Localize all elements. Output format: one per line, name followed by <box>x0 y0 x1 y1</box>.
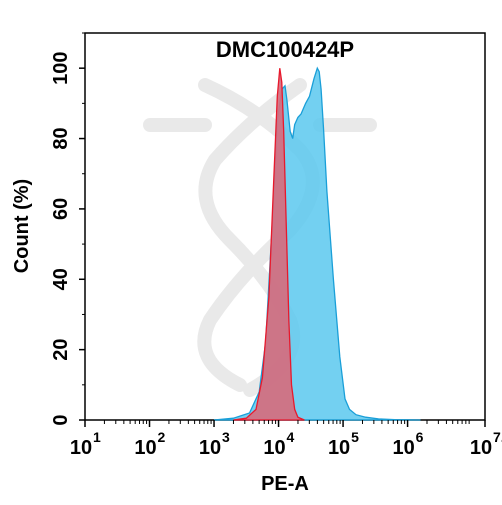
y-tick-label: 20 <box>50 339 72 361</box>
histogram-series-2 <box>233 68 305 421</box>
chart-title: DMC100424P <box>216 37 354 62</box>
y-tick-label: 100 <box>50 51 72 84</box>
y-tick-label: 60 <box>50 198 72 220</box>
x-tick-exponent: 2 <box>158 429 166 445</box>
x-tick-exponent: 5 <box>351 429 359 445</box>
y-tick-label: 0 <box>50 414 72 425</box>
x-tick-exponent: 6 <box>416 429 424 445</box>
x-axis-title: PE-A <box>261 473 309 495</box>
y-tick-label: 80 <box>50 127 72 149</box>
x-tick-label: 10 <box>263 437 285 459</box>
x-tick-label: 10 <box>134 437 156 459</box>
series-layer <box>213 66 421 421</box>
x-tick-label: 10 <box>392 437 414 459</box>
x-tick-label: 10 <box>199 437 221 459</box>
x-tick-label: 10 <box>470 437 492 459</box>
y-axis-title: Count (%) <box>11 179 33 273</box>
x-tick-exponent: 4 <box>287 429 295 445</box>
x-tick-exponent: 7.2 <box>493 429 502 445</box>
x-tick-label: 10 <box>328 437 350 459</box>
x-tick-label: 10 <box>70 437 92 459</box>
x-tick-exponent: 1 <box>93 429 101 445</box>
x-tick-exponent: 3 <box>222 429 230 445</box>
y-tick-label: 40 <box>50 268 72 290</box>
